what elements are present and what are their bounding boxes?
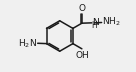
Text: O: O: [78, 4, 85, 13]
Text: OH: OH: [75, 51, 89, 60]
Text: H$_2$N: H$_2$N: [18, 37, 37, 50]
Text: N: N: [92, 18, 99, 27]
Text: H: H: [91, 21, 97, 30]
Text: NH$_2$: NH$_2$: [102, 16, 121, 28]
